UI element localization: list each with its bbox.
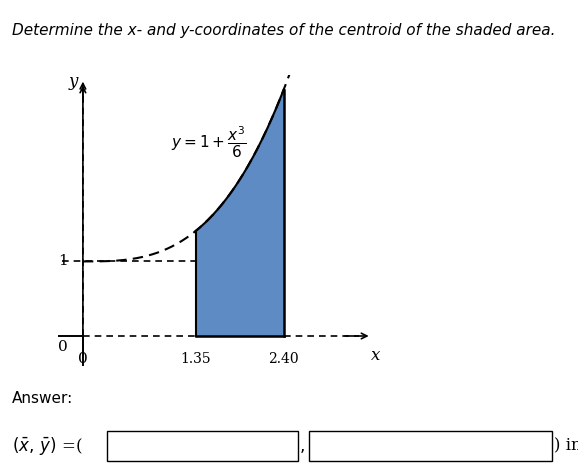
Text: $(\bar{x},\, \bar{y})$ =(: $(\bar{x},\, \bar{y})$ =( (12, 435, 82, 456)
FancyBboxPatch shape (107, 431, 298, 461)
FancyBboxPatch shape (309, 431, 552, 461)
Text: $y = 1 + \dfrac{x^3}{6}$: $y = 1 + \dfrac{x^3}{6}$ (171, 124, 246, 160)
Text: Answer:: Answer: (12, 391, 73, 406)
Text: 1.35: 1.35 (180, 352, 211, 366)
Text: x: x (371, 347, 380, 364)
Text: 2.40: 2.40 (268, 352, 299, 366)
Text: ,: , (299, 437, 305, 454)
Text: 0: 0 (78, 352, 88, 366)
Text: ) in.: ) in. (554, 437, 578, 454)
Text: Determine the x- and y-coordinates of the centroid of the shaded area.: Determine the x- and y-coordinates of th… (12, 23, 555, 38)
Text: y: y (68, 73, 77, 90)
Text: 1: 1 (58, 255, 68, 268)
Text: 0: 0 (58, 340, 68, 354)
